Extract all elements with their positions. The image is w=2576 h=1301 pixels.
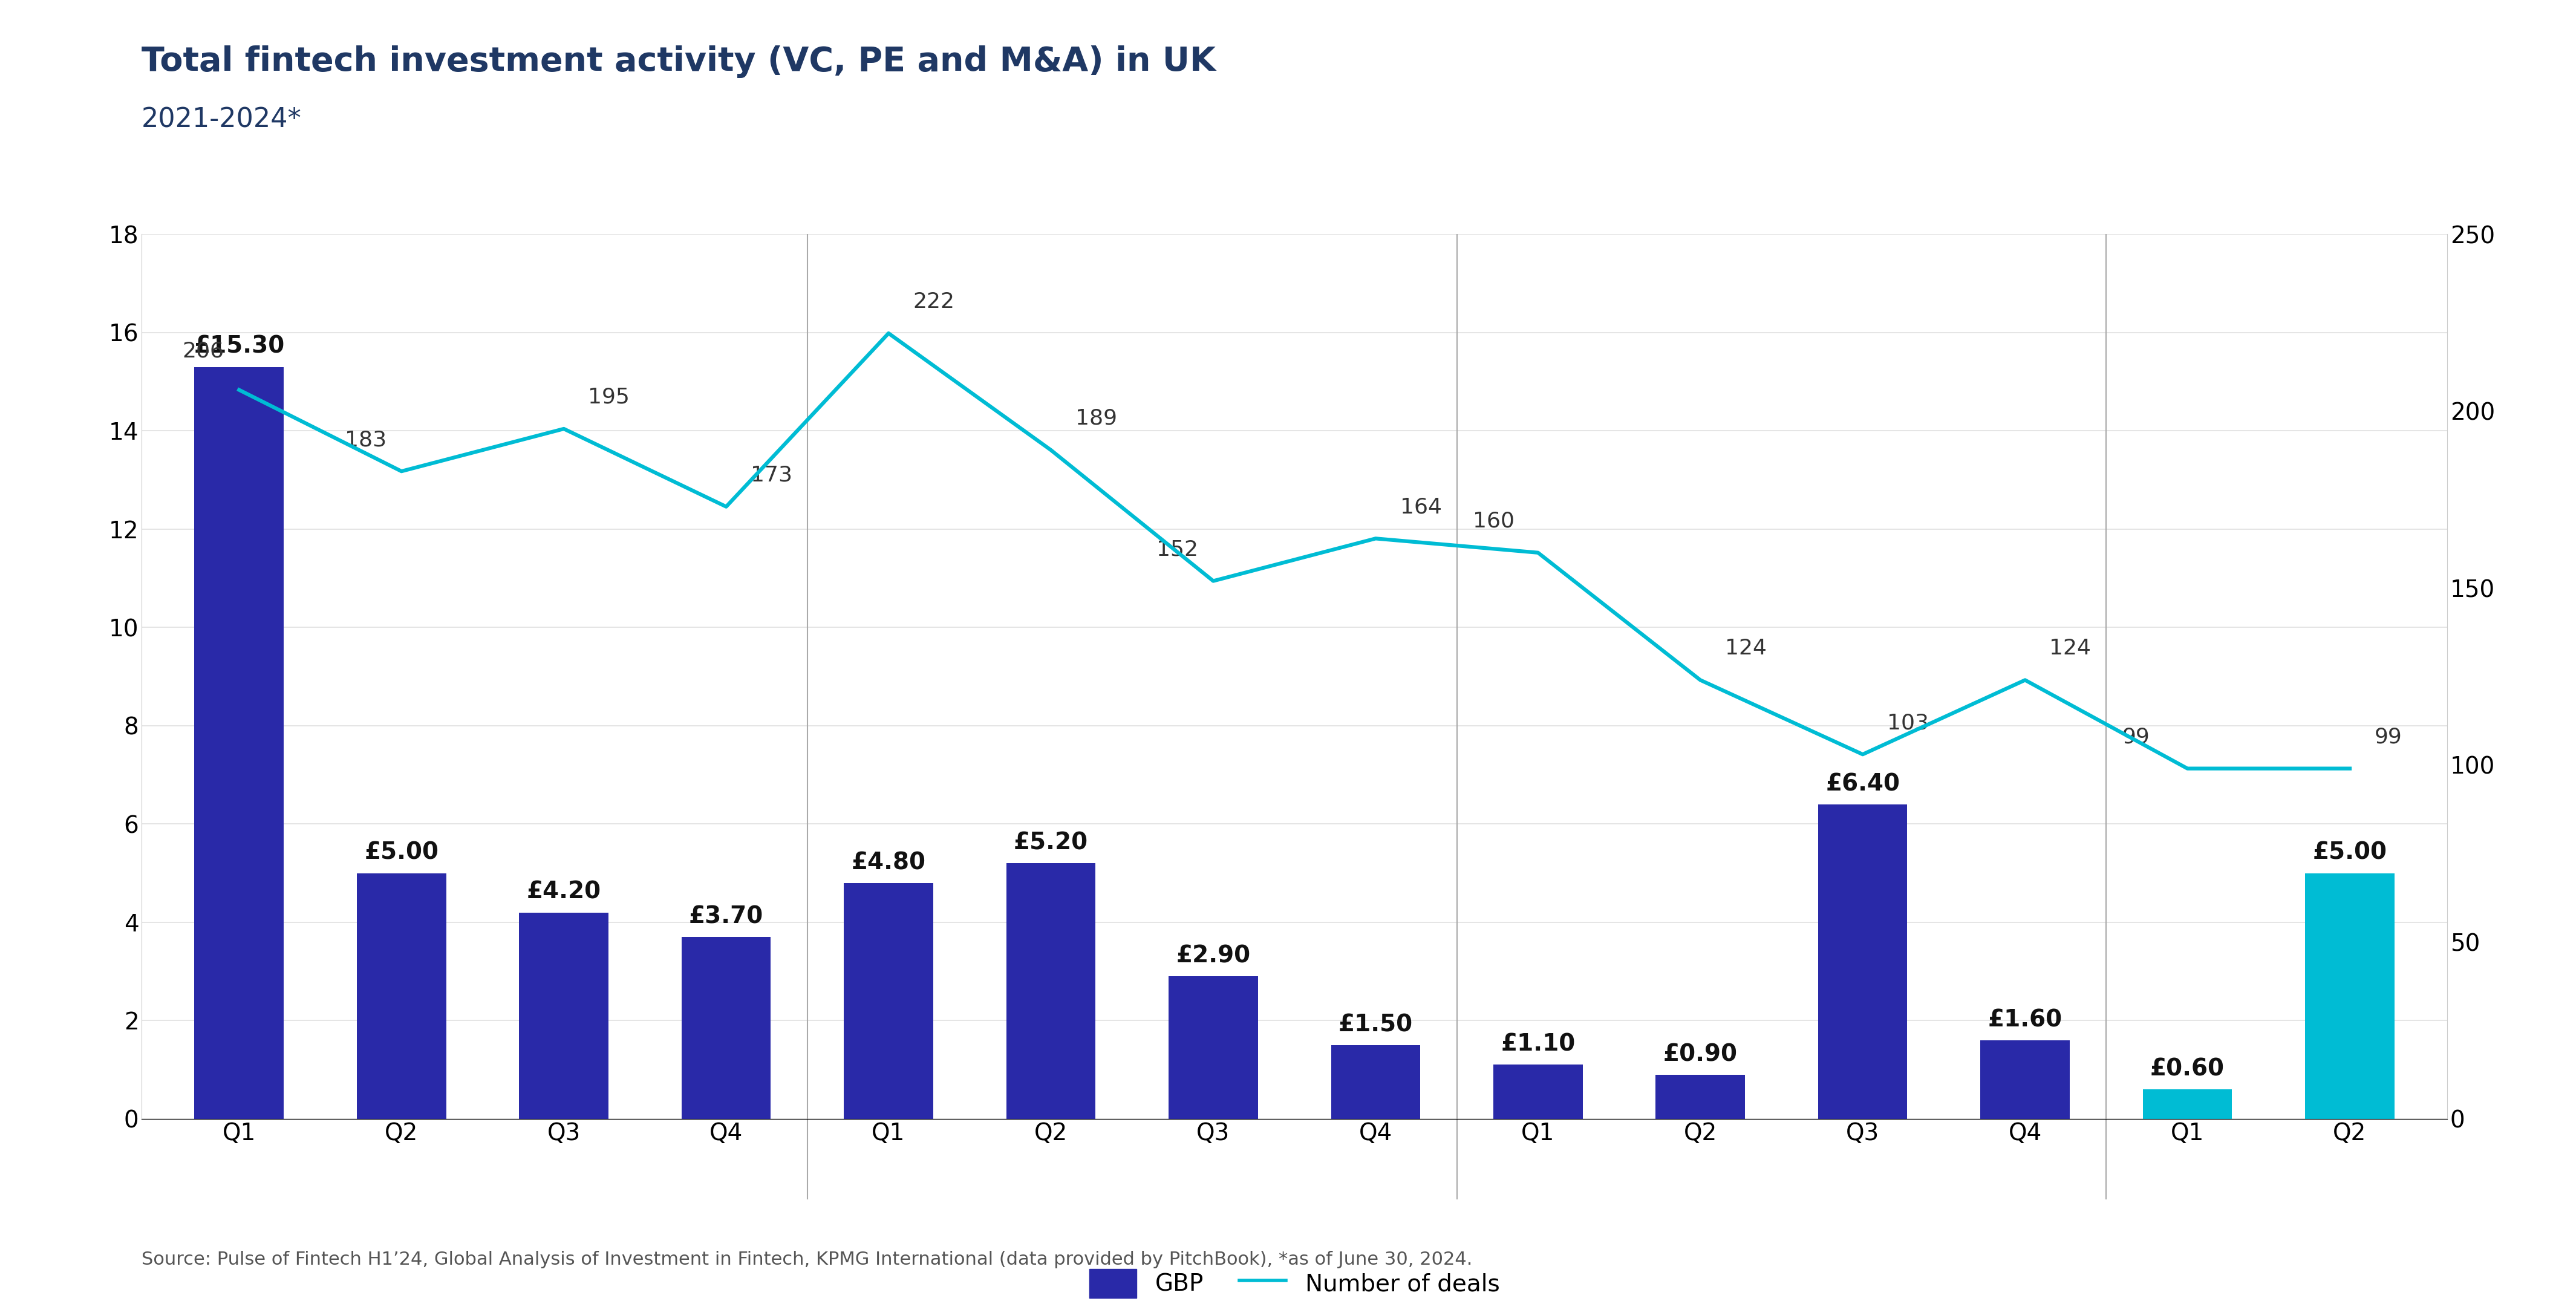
Text: 124: 124: [1726, 639, 1767, 658]
Bar: [1981, 1041, 2069, 1119]
Bar: [1332, 1045, 1419, 1119]
Text: 222: 222: [912, 291, 956, 312]
Text: 99: 99: [2123, 727, 2151, 747]
Text: 103: 103: [1888, 713, 1929, 734]
Bar: [1656, 1075, 1744, 1119]
Bar: [1819, 804, 1906, 1119]
Bar: [358, 873, 446, 1119]
Bar: [2143, 1089, 2231, 1119]
Text: 173: 173: [750, 464, 793, 485]
Text: £0.90: £0.90: [1664, 1043, 1739, 1066]
Bar: [1170, 976, 1257, 1119]
Text: £4.20: £4.20: [526, 881, 600, 904]
Text: £5.00: £5.00: [363, 842, 438, 864]
Text: £0.60: £0.60: [2151, 1058, 2226, 1081]
Text: 195: 195: [587, 386, 629, 407]
Bar: [1007, 864, 1095, 1119]
Text: £1.10: £1.10: [1502, 1033, 1577, 1056]
Bar: [520, 912, 608, 1119]
Text: £1.60: £1.60: [1989, 1008, 2063, 1032]
Text: £2.90: £2.90: [1177, 945, 1249, 968]
Text: £4.80: £4.80: [850, 851, 925, 874]
Text: £1.50: £1.50: [1340, 1013, 1412, 1037]
Bar: [845, 883, 933, 1119]
Text: Source: Pulse of Fintech H1’24, Global Analysis of Investment in Fintech, KPMG I: Source: Pulse of Fintech H1’24, Global A…: [142, 1252, 1473, 1268]
Text: 206: 206: [183, 341, 224, 362]
Text: 99: 99: [2375, 727, 2401, 747]
Bar: [683, 937, 770, 1119]
Bar: [193, 367, 283, 1119]
Bar: [1494, 1064, 1582, 1119]
Text: £15.30: £15.30: [193, 336, 283, 358]
Text: £5.20: £5.20: [1015, 831, 1087, 855]
Text: 160: 160: [1473, 511, 1515, 531]
Text: 164: 164: [1399, 497, 1443, 518]
Text: £3.70: £3.70: [688, 905, 762, 928]
Text: 152: 152: [1157, 539, 1198, 559]
Text: 189: 189: [1074, 409, 1118, 429]
Text: 124: 124: [2050, 639, 2092, 658]
Text: Total fintech investment activity (VC, PE and M&A) in UK: Total fintech investment activity (VC, P…: [142, 46, 1216, 78]
Bar: [2306, 873, 2396, 1119]
Legend: GBP, Number of deals: GBP, Number of deals: [1066, 1245, 1522, 1301]
Text: £6.40: £6.40: [1826, 773, 1901, 795]
Text: 2021-2024*: 2021-2024*: [142, 107, 301, 133]
Text: £5.00: £5.00: [2313, 842, 2388, 864]
Text: 183: 183: [345, 429, 386, 450]
